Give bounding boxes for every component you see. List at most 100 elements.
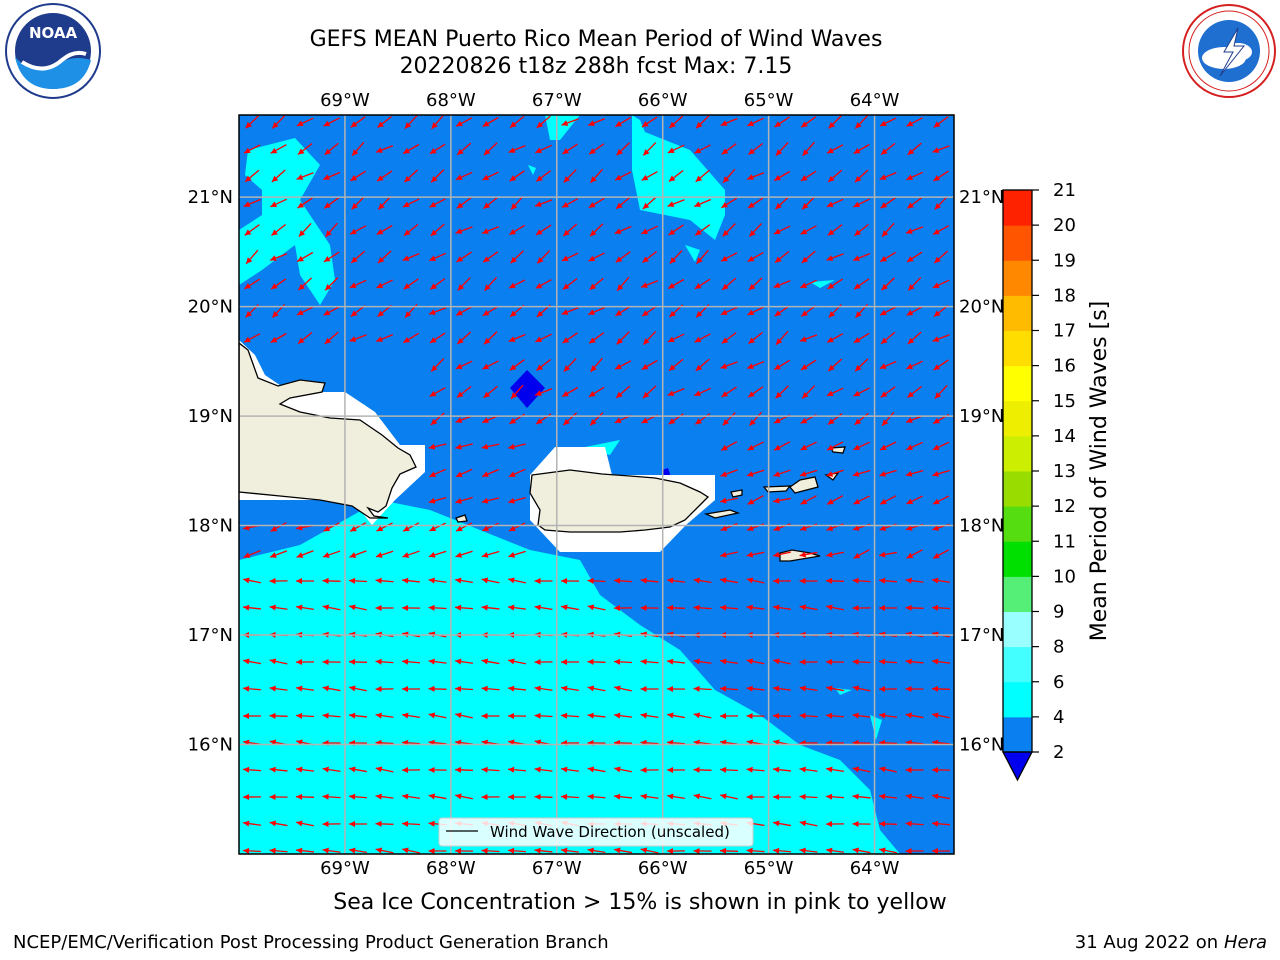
- wave-direction-arrow: [295, 685, 315, 692]
- wave-direction-arrow: [720, 577, 738, 584]
- wave-direction-arrow: [668, 169, 684, 183]
- wave-direction-arrow: [852, 793, 871, 800]
- wave-direction-arrow: [534, 847, 553, 854]
- wave-direction-arrow: [878, 793, 898, 800]
- wave-direction-arrow: [269, 578, 288, 585]
- wave-direction-arrow: [775, 385, 789, 399]
- wave-direction-arrow: [269, 550, 288, 558]
- wave-direction-arrow: [907, 142, 922, 156]
- wave-direction-arrow: [721, 197, 737, 209]
- wave-direction-arrow: [853, 549, 870, 559]
- wave-direction-arrow: [536, 358, 551, 372]
- wave-direction-arrow: [297, 197, 313, 209]
- wave-direction-arrow: [349, 550, 367, 558]
- wave-direction-arrow: [322, 712, 341, 719]
- wave-direction-arrow: [244, 169, 260, 183]
- wave-direction-arrow: [666, 685, 686, 692]
- wave-direction-arrow: [428, 793, 447, 800]
- map-frame: [238, 114, 955, 855]
- colorbar-segment: [1003, 681, 1032, 718]
- wave-direction-arrow: [535, 170, 552, 182]
- wave-direction-arrow: [746, 577, 765, 584]
- wave-direction-arrow: [322, 550, 341, 558]
- wave-direction-arrow: [881, 277, 895, 291]
- wave-direction-arrow: [481, 685, 500, 692]
- wave-direction-arrow: [772, 847, 792, 854]
- wave-direction-arrow: [931, 766, 951, 773]
- wave-direction-arrow: [561, 386, 579, 398]
- wave-direction-arrow: [774, 305, 790, 317]
- wave-direction-arrow: [613, 577, 633, 584]
- wave-direction-arrow: [720, 793, 738, 800]
- colorbar: 2 4 6 8 9 10 11 12 13 14 15 16 17 18 19 20 21: [1001, 180, 1076, 782]
- wave-direction-arrow: [270, 198, 287, 208]
- wave-direction-arrow: [481, 550, 500, 558]
- wave-direction-arrow: [455, 793, 473, 800]
- wave-direction-arrow: [535, 333, 552, 343]
- wave-direction-arrow: [322, 577, 341, 584]
- wave-direction-arrow: [934, 384, 948, 400]
- wave-direction-arrow: [507, 712, 527, 719]
- wave-direction-arrow: [933, 250, 949, 264]
- wave-direction-arrow: [773, 170, 791, 182]
- wave-direction-arrow: [483, 142, 498, 156]
- wave-direction-arrow: [720, 658, 738, 665]
- wave-direction-arrow: [693, 577, 712, 584]
- wave-direction-arrow: [401, 820, 421, 827]
- wave-direction-arrow: [375, 658, 394, 665]
- wave-direction-arrow: [535, 279, 552, 289]
- chart-subtitle: 20220826 t18z 288h fcst Max: 7.15: [399, 54, 793, 79]
- wave-direction-arrow: [614, 360, 632, 370]
- wave-direction-arrow: [799, 685, 818, 692]
- wave-direction-arrow: [428, 577, 447, 584]
- wave-direction-arrow: [825, 847, 845, 854]
- wave-direction-arrow: [931, 658, 951, 665]
- wave-direction-arrow: [561, 307, 579, 315]
- wave-direction-arrow: [375, 145, 394, 153]
- wave-direction-arrow: [242, 847, 262, 854]
- wave-direction-arrow: [269, 685, 288, 692]
- wave-direction-arrow: [322, 766, 341, 773]
- wave-direction-arrow: [722, 168, 736, 184]
- wave-direction-arrow: [243, 198, 261, 208]
- wave-direction-arrow: [350, 116, 366, 128]
- wave-direction-arrow: [852, 820, 871, 827]
- wave-direction-arrow: [271, 169, 286, 183]
- wave-direction-arrow: [772, 578, 792, 585]
- wave-direction-arrow: [666, 658, 686, 665]
- wave-direction-arrow: [508, 443, 526, 450]
- wave-direction-arrow: [747, 306, 764, 316]
- lat-tick-label: 18°N: [188, 516, 233, 537]
- wave-direction-arrow: [349, 334, 367, 342]
- wave-direction-arrow: [746, 604, 765, 611]
- wave-direction-arrow: [401, 793, 421, 800]
- wave-direction-arrow: [800, 279, 817, 289]
- wave-direction-arrow: [800, 225, 817, 235]
- wave-direction-arrow: [932, 793, 950, 800]
- wave-direction-arrow: [507, 766, 527, 773]
- wave-direction-arrow: [510, 384, 524, 400]
- colorbar-tick-label: 10: [1053, 566, 1076, 587]
- hispaniola: [239, 342, 417, 519]
- wave-direction-arrow: [402, 686, 420, 692]
- colorbar-segment: [1003, 471, 1032, 507]
- wave-direction-arrow: [800, 495, 817, 505]
- wave-direction-arrow: [722, 412, 736, 426]
- wave-direction-arrow: [826, 469, 844, 477]
- wave-direction-arrow: [773, 497, 791, 504]
- wave-direction-arrow: [269, 604, 288, 611]
- wave-direction-arrow: [616, 331, 630, 345]
- footer-machine: Hera: [1223, 932, 1267, 953]
- wave-direction-arrow: [906, 495, 923, 505]
- wave-direction-arrow: [349, 766, 367, 773]
- wave-direction-arrow: [640, 280, 659, 288]
- wave-direction-arrow: [455, 712, 473, 719]
- wave-direction-arrow: [932, 145, 950, 153]
- wave-direction-arrow: [535, 224, 552, 236]
- wave-direction-arrow: [879, 469, 897, 477]
- wave-direction-arrow: [429, 468, 446, 478]
- wave-direction-arrow: [932, 848, 950, 854]
- wave-direction-arrow: [613, 658, 633, 665]
- wave-direction-arrow: [430, 358, 445, 372]
